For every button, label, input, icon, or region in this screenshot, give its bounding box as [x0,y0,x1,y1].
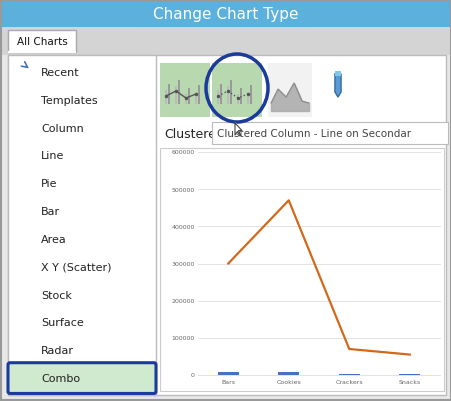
FancyBboxPatch shape [184,95,187,105]
FancyBboxPatch shape [178,81,180,105]
FancyBboxPatch shape [267,64,311,118]
FancyBboxPatch shape [21,97,31,104]
FancyBboxPatch shape [160,149,443,391]
FancyBboxPatch shape [8,363,156,393]
Text: Radar: Radar [41,345,74,355]
FancyBboxPatch shape [8,56,156,395]
Text: Clustere: Clustere [164,127,216,140]
Text: All Charts: All Charts [17,37,67,47]
Text: 300000: 300000 [171,261,194,266]
Text: Templates: Templates [41,95,97,105]
FancyBboxPatch shape [26,374,29,382]
Text: X Y (Scatter): X Y (Scatter) [41,262,111,272]
FancyBboxPatch shape [175,87,177,105]
FancyBboxPatch shape [160,64,210,118]
Text: Bar: Bar [41,207,60,217]
Text: Snacks: Snacks [398,379,420,384]
FancyBboxPatch shape [239,89,242,105]
Text: Combo: Combo [41,373,80,383]
FancyBboxPatch shape [216,91,219,105]
FancyBboxPatch shape [220,85,222,105]
FancyBboxPatch shape [8,56,445,395]
Text: 600000: 600000 [171,150,194,155]
Text: Surface: Surface [41,318,83,328]
FancyBboxPatch shape [30,378,33,382]
FancyBboxPatch shape [217,372,238,375]
FancyBboxPatch shape [21,211,25,213]
Text: Change Chart Type: Change Chart Type [153,6,298,21]
Text: Crackers: Crackers [335,379,362,384]
FancyBboxPatch shape [168,85,170,105]
FancyBboxPatch shape [24,293,28,296]
FancyBboxPatch shape [21,207,30,209]
FancyBboxPatch shape [21,99,26,101]
FancyBboxPatch shape [188,89,190,105]
Text: Stock: Stock [41,290,72,300]
FancyBboxPatch shape [28,292,32,294]
FancyBboxPatch shape [22,377,25,382]
Text: Cookies: Cookies [276,379,300,384]
FancyBboxPatch shape [246,93,249,105]
Polygon shape [235,124,241,137]
Text: Line: Line [41,151,64,161]
Text: 400000: 400000 [171,224,194,229]
FancyBboxPatch shape [20,294,23,296]
Text: Column: Column [41,123,83,133]
FancyBboxPatch shape [21,214,28,216]
Text: 0: 0 [191,373,194,378]
FancyBboxPatch shape [194,93,197,105]
FancyBboxPatch shape [0,0,451,28]
Text: Recent: Recent [41,68,79,78]
Wedge shape [21,179,28,189]
FancyBboxPatch shape [198,86,200,105]
FancyBboxPatch shape [277,372,299,375]
Text: Clustered Column - Line on Secondar: Clustered Column - Line on Secondar [216,129,410,139]
FancyBboxPatch shape [334,72,340,77]
Text: 200000: 200000 [171,298,194,304]
Wedge shape [26,180,31,188]
FancyBboxPatch shape [226,87,229,105]
FancyBboxPatch shape [22,126,25,132]
Polygon shape [334,75,340,98]
FancyBboxPatch shape [212,64,262,118]
FancyBboxPatch shape [0,28,451,401]
Text: Area: Area [41,234,67,244]
FancyBboxPatch shape [398,374,419,375]
Text: Bars: Bars [221,379,235,384]
FancyBboxPatch shape [165,91,167,105]
FancyBboxPatch shape [249,86,252,105]
FancyBboxPatch shape [338,374,359,375]
FancyBboxPatch shape [26,124,29,132]
FancyBboxPatch shape [0,28,451,56]
FancyBboxPatch shape [30,127,33,132]
Text: Pie: Pie [41,179,57,189]
FancyBboxPatch shape [8,31,76,53]
Text: 500000: 500000 [171,187,194,192]
FancyBboxPatch shape [212,123,447,145]
Text: 100000: 100000 [171,336,194,340]
FancyBboxPatch shape [236,95,239,105]
FancyBboxPatch shape [230,81,232,105]
